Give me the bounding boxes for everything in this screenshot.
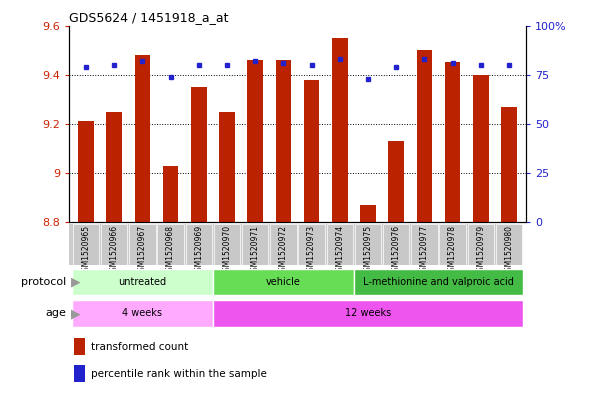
Text: ▶: ▶ xyxy=(67,275,81,288)
Bar xyxy=(106,112,122,222)
Text: GSM1520976: GSM1520976 xyxy=(392,225,401,276)
Text: GSM1520966: GSM1520966 xyxy=(110,225,119,276)
Text: 4 weeks: 4 weeks xyxy=(123,309,162,318)
Text: 12 weeks: 12 weeks xyxy=(345,309,391,318)
Text: GDS5624 / 1451918_a_at: GDS5624 / 1451918_a_at xyxy=(69,11,228,24)
Text: L-methionine and valproic acid: L-methionine and valproic acid xyxy=(363,277,514,287)
Bar xyxy=(416,50,432,222)
Bar xyxy=(501,107,517,222)
Text: GSM1520980: GSM1520980 xyxy=(504,225,513,276)
Bar xyxy=(445,62,460,222)
Text: GSM1520973: GSM1520973 xyxy=(307,225,316,276)
Bar xyxy=(388,141,404,222)
Bar xyxy=(242,224,269,265)
Bar xyxy=(101,224,127,265)
Bar xyxy=(73,224,99,265)
Bar xyxy=(191,87,207,222)
Bar xyxy=(214,224,240,265)
Text: percentile rank within the sample: percentile rank within the sample xyxy=(91,369,267,379)
Text: age: age xyxy=(45,309,66,318)
Bar xyxy=(473,75,489,222)
Bar xyxy=(360,205,376,222)
Bar xyxy=(163,165,178,222)
Text: GSM1520978: GSM1520978 xyxy=(448,225,457,276)
Bar xyxy=(355,224,381,265)
Text: untreated: untreated xyxy=(118,277,166,287)
Bar xyxy=(496,224,522,265)
Bar xyxy=(468,224,494,265)
Bar xyxy=(129,224,156,265)
Bar xyxy=(439,224,466,265)
Text: transformed count: transformed count xyxy=(91,342,188,352)
Text: GSM1520965: GSM1520965 xyxy=(82,225,91,276)
Bar xyxy=(213,300,523,327)
Bar xyxy=(298,224,325,265)
Bar xyxy=(326,224,353,265)
Text: GSM1520969: GSM1520969 xyxy=(194,225,203,276)
Text: vehicle: vehicle xyxy=(266,277,301,287)
Text: GSM1520979: GSM1520979 xyxy=(476,225,485,276)
Bar xyxy=(219,112,235,222)
Bar xyxy=(248,60,263,222)
Bar xyxy=(332,38,347,222)
Bar xyxy=(276,60,291,222)
Text: ▶: ▶ xyxy=(67,307,81,320)
Bar xyxy=(72,269,213,295)
Bar xyxy=(411,224,438,265)
Text: GSM1520967: GSM1520967 xyxy=(138,225,147,276)
Bar xyxy=(213,269,354,295)
Bar xyxy=(72,300,213,327)
Bar xyxy=(354,269,523,295)
Text: GSM1520977: GSM1520977 xyxy=(420,225,429,276)
Bar xyxy=(270,224,297,265)
Text: GSM1520968: GSM1520968 xyxy=(166,225,175,276)
Bar xyxy=(78,121,94,222)
Bar xyxy=(74,338,85,355)
Text: protocol: protocol xyxy=(21,277,66,287)
Text: GSM1520974: GSM1520974 xyxy=(335,225,344,276)
Bar xyxy=(186,224,212,265)
Bar xyxy=(304,79,319,222)
Text: GSM1520971: GSM1520971 xyxy=(251,225,260,276)
Bar xyxy=(135,55,150,222)
Text: GSM1520972: GSM1520972 xyxy=(279,225,288,276)
Bar xyxy=(383,224,409,265)
Bar xyxy=(74,365,85,382)
Text: GSM1520975: GSM1520975 xyxy=(364,225,373,276)
Bar xyxy=(157,224,184,265)
Text: GSM1520970: GSM1520970 xyxy=(222,225,231,276)
